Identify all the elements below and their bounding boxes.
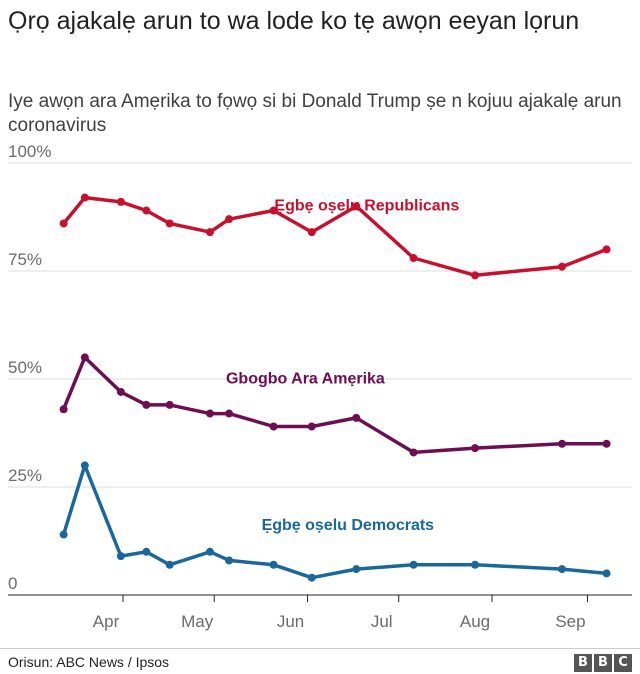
data-point: [142, 400, 151, 409]
data-point: [116, 552, 125, 561]
data-point: [59, 219, 68, 228]
series-label: Ẹgbẹ oṣelu Democrats: [262, 517, 435, 534]
data-point: [409, 560, 418, 569]
data-point: [225, 409, 234, 418]
x-tick-label: Sep: [555, 612, 585, 631]
series-1: [59, 353, 611, 457]
data-point: [80, 193, 89, 202]
x-tick-label: Jun: [277, 612, 304, 631]
data-point: [142, 547, 151, 556]
bbc-logo: B B C: [574, 654, 632, 672]
data-point: [269, 560, 278, 569]
data-point: [269, 422, 278, 431]
data-point: [205, 409, 214, 418]
footer-divider: [0, 648, 640, 649]
y-tick-label: 25%: [8, 466, 42, 485]
data-point: [165, 400, 174, 409]
data-point: [116, 197, 125, 206]
data-point: [225, 556, 234, 565]
bbc-logo-letter: B: [574, 654, 592, 672]
data-point: [269, 206, 278, 215]
data-point: [165, 219, 174, 228]
y-axis-ticks: 0 25% 50% 75% 100%: [8, 142, 51, 593]
source-note: Orisun: ABC News / Ipsos: [8, 654, 170, 670]
y-tick-label: 75%: [8, 250, 42, 269]
data-point: [471, 271, 480, 280]
series-lines: [59, 193, 611, 582]
data-point: [80, 461, 89, 470]
series-line: [61, 355, 609, 455]
data-point: [558, 262, 567, 271]
data-point: [307, 573, 316, 582]
series-line: [61, 463, 609, 580]
series-label: Ẹgbẹ oṣelu Republicans: [274, 198, 459, 215]
series-labels: Ẹgbẹ oṣelu Republicans Gbogbo Ara Amẹrika…: [226, 198, 459, 535]
x-tick-label: Apr: [93, 612, 120, 631]
data-point: [352, 565, 361, 574]
y-tick-label: 100%: [8, 142, 51, 161]
data-point: [116, 387, 125, 396]
data-point: [59, 405, 68, 414]
y-tick-label: 0: [8, 574, 17, 593]
x-tick-label: Jul: [371, 612, 393, 631]
data-point: [602, 439, 611, 448]
data-point: [352, 202, 361, 211]
data-point: [352, 413, 361, 422]
data-point: [80, 353, 89, 362]
series-label: Gbogbo Ara Amẹrika: [226, 370, 385, 387]
x-tick-label: May: [181, 612, 214, 631]
data-point: [409, 448, 418, 457]
data-point: [205, 547, 214, 556]
data-point: [409, 254, 418, 263]
data-point: [602, 245, 611, 254]
x-axis-ticks: Apr May Jun Jul Aug Sep: [93, 595, 588, 631]
data-point: [59, 530, 68, 539]
data-point: [307, 228, 316, 237]
chart-subtitle: Iye awọn ara Amẹrika to fọwọ si bi Donal…: [8, 91, 622, 136]
data-point: [471, 560, 480, 569]
data-point: [558, 565, 567, 574]
series-2: [59, 461, 611, 582]
data-point: [558, 439, 567, 448]
series-line: [61, 195, 609, 278]
data-point: [142, 206, 151, 215]
data-point: [307, 422, 316, 431]
y-tick-label: 50%: [8, 358, 42, 377]
data-point: [205, 228, 214, 237]
x-tick-label: Aug: [460, 612, 490, 631]
chart-title: Ọrọ ajakalẹ arun to wa lode ko tẹ awọn e…: [8, 7, 580, 35]
data-point: [471, 444, 480, 453]
bbc-logo-letter: C: [614, 654, 632, 672]
bbc-logo-letter: B: [594, 654, 612, 672]
data-point: [225, 215, 234, 224]
series-0: [59, 193, 611, 280]
data-point: [165, 560, 174, 569]
data-point: [602, 569, 611, 578]
line-chart: 0 25% 50% 75% 100% Apr May Jun Jul Aug Sep Ẹgbẹ o…: [8, 142, 632, 631]
